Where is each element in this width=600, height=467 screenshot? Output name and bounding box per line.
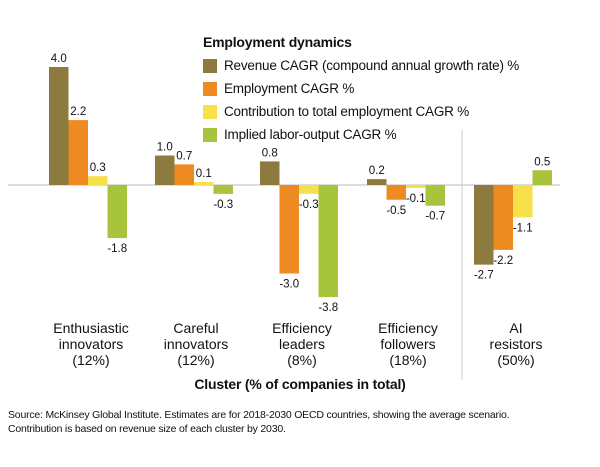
- legend-label-employment: Employment CAGR %: [224, 81, 355, 96]
- legend-item-contribution-cagr: Contribution to total employment CAGR %: [203, 100, 519, 123]
- bar-series1-group4: [367, 179, 387, 185]
- bar-series1-group2: [155, 155, 175, 185]
- bar-series2-group2: [174, 164, 194, 185]
- category-label-1-line2: innovators: [59, 336, 124, 352]
- data-label-series4-group4: -0.7: [425, 211, 445, 223]
- bar-series3-group2: [194, 182, 214, 185]
- bar-series1-group3: [260, 161, 280, 185]
- data-label-series1-group3: 0.8: [262, 147, 278, 159]
- category-label-2-line1: Careful: [173, 320, 218, 336]
- legend-swatch-contribution: [203, 104, 217, 119]
- bar-series3-group5: [513, 185, 533, 218]
- category-label-4-line3: (18%): [389, 352, 426, 368]
- legend-swatch-employment: [203, 81, 217, 96]
- category-label-1-line1: Enthusiastic: [53, 320, 128, 336]
- bar-series4-group4: [425, 185, 445, 206]
- data-label-series2-group2: 0.7: [176, 150, 192, 162]
- category-label-3-line2: leaders: [279, 336, 325, 352]
- legend-item-revenue-cagr: Revenue CAGR (compound annual growth rat…: [203, 54, 519, 77]
- bar-series2-group3: [279, 185, 299, 274]
- bar-series2-group1: [68, 120, 88, 185]
- legend-swatch-revenue: [203, 58, 217, 73]
- data-label-series4-group1: -1.8: [107, 243, 127, 255]
- category-label-5-line2: resistors: [490, 336, 543, 352]
- legend-label-contribution: Contribution to total employment CAGR %: [224, 104, 470, 119]
- bar-series1-group1: [49, 67, 69, 185]
- data-label-series1-group5: -2.7: [474, 270, 494, 282]
- category-label-5-line1: AI: [509, 320, 522, 336]
- legend-label-revenue: Revenue CAGR (compound annual growth rat…: [224, 58, 520, 73]
- category-label-3-line1: Efficiency: [272, 320, 332, 336]
- source-line-1: Source: McKinsey Global Institute. Estim…: [8, 409, 510, 421]
- legend-item-labor-output-cagr: Implied labor-output CAGR %: [203, 123, 519, 146]
- bar-series3-group3: [299, 185, 319, 194]
- category-label-2-line3: (12%): [177, 352, 214, 368]
- data-label-series2-group4: -0.5: [386, 205, 406, 217]
- legend-swatch-labor-output: [203, 127, 217, 142]
- category-label-4-line1: Efficiency: [378, 320, 438, 336]
- source-line-2: Contribution is based on revenue size of…: [8, 423, 286, 435]
- category-label-1-line3: (12%): [72, 352, 109, 368]
- data-label-series4-group5: 0.5: [534, 156, 550, 168]
- data-label-series1-group1: 4.0: [51, 53, 67, 65]
- legend-item-employment-cagr: Employment CAGR %: [203, 77, 519, 100]
- category-label-4-line2: followers: [380, 336, 435, 352]
- data-label-series2-group1: 2.2: [70, 106, 86, 118]
- category-label-3-line3: (8%): [287, 352, 317, 368]
- data-label-series3-group4: -0.1: [406, 193, 426, 205]
- data-label-series1-group2: 1.0: [157, 142, 173, 154]
- source-note: Source: McKinsey Global Institute. Estim…: [8, 408, 593, 436]
- data-label-series4-group2: -0.3: [213, 199, 233, 211]
- bar-series4-group1: [107, 185, 127, 239]
- data-label-series3-group5: -1.1: [513, 222, 533, 234]
- bar-series4-group3: [318, 185, 338, 298]
- x-axis-title: Cluster (% of companies in total): [194, 376, 406, 392]
- bar-series2-group5: [493, 185, 513, 250]
- category-label-5-line3: (50%): [497, 352, 534, 368]
- bar-series4-group2: [213, 185, 233, 194]
- data-label-series3-group2: 0.1: [196, 168, 212, 180]
- data-label-series3-group3: -0.3: [299, 199, 319, 211]
- data-label-series2-group3: -3.0: [279, 279, 299, 291]
- legend: Employment dynamics Revenue CAGR (compou…: [203, 34, 519, 146]
- data-label-series4-group3: -3.8: [318, 302, 338, 314]
- bar-series1-group5: [474, 185, 494, 265]
- legend-label-labor-output: Implied labor-output CAGR %: [224, 127, 397, 142]
- data-label-series2-group5: -2.2: [493, 255, 513, 267]
- data-label-series3-group1: 0.3: [90, 162, 106, 174]
- bar-series3-group1: [88, 176, 108, 185]
- category-label-2-line2: innovators: [164, 336, 229, 352]
- bar-series2-group4: [386, 185, 406, 200]
- legend-title: Employment dynamics: [203, 34, 352, 50]
- bar-series3-group4: [406, 185, 426, 188]
- data-label-series1-group4: 0.2: [369, 165, 385, 177]
- bar-series4-group5: [532, 170, 552, 185]
